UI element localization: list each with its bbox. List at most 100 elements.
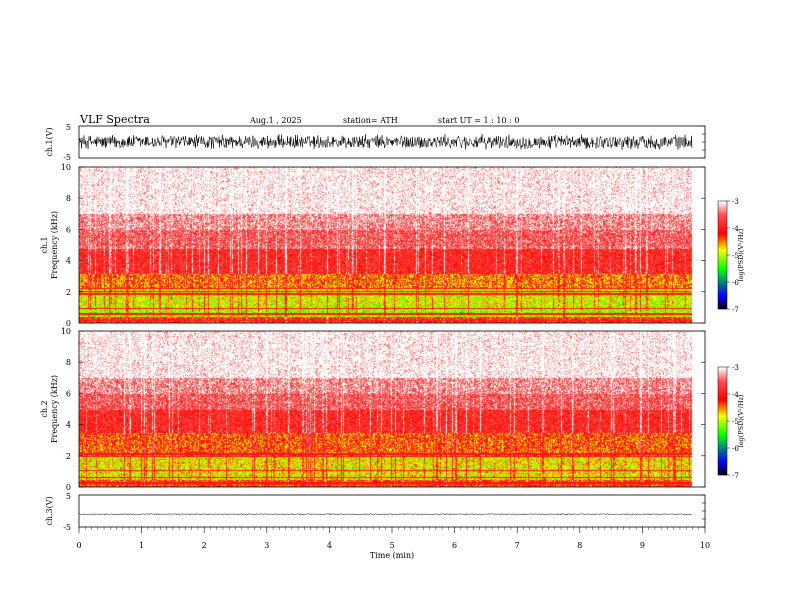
ch1-spectrogram-colorbar-cell: [718, 210, 727, 212]
ch1-spectrogram-colorbar-cell: [718, 288, 727, 290]
ch1-spectrogram-colorbar-cell: [718, 295, 727, 297]
ch1-spectrogram-colorbar-cell: [718, 250, 727, 252]
ch2-spectrogram-colorbar-cell: [718, 454, 727, 456]
ch1-spectrogram-colorbar-cell: [718, 209, 727, 211]
ch2-spectrogram-colorbar-tick-label: -6: [732, 445, 739, 453]
ch1-spectrogram-colorbar-cell: [718, 255, 727, 257]
ch2-spectrogram-colorbar-cell: [718, 428, 727, 430]
ch2-spectrogram-colorbar-cell: [718, 397, 727, 399]
ch2-spectrogram-colorbar-cell: [718, 447, 727, 449]
ch1-spectrogram-colorbar-cell: [718, 240, 727, 242]
ch1-spectrogram-colorbar-cell: [718, 257, 727, 259]
ch1-spectrogram-ytick-label: 4: [66, 257, 71, 266]
figure-title: VLF Spectra: [79, 113, 150, 126]
ch1-spectrogram-colorbar-cell: [718, 266, 727, 268]
ch2-spectrogram-colorbar-cell: [718, 391, 727, 393]
ch1-spectrogram-colorbar-cell: [718, 248, 727, 250]
time-axis-label: Time (min): [370, 551, 414, 560]
start-ut-label: start UT = 1 : 10 : 0: [438, 116, 519, 125]
ch2-spectrogram-colorbar-cell: [718, 468, 727, 470]
ch1-spectrogram-colorbar-cell: [718, 229, 727, 231]
ch1-spectrogram-colorbar-cell: [718, 264, 727, 266]
ch2-spectrogram-colorbar-cell: [718, 474, 727, 476]
ch1-spectrogram-colorbar-tick-label: -6: [732, 279, 739, 287]
ch2-spectrogram-colorbar-cell: [718, 390, 727, 392]
ch1-spectrogram-colorbar-cell: [718, 291, 727, 293]
time-axis-tick-label: 10: [700, 541, 710, 550]
ch1-spectrogram-colorbar-cell: [718, 219, 727, 221]
ch2-ylabel-frequency: Frequency (kHz): [50, 375, 59, 443]
ch1-spectrogram-colorbar-tick-label: -7: [732, 306, 739, 314]
ch2-spectrogram-colorbar-cell: [718, 427, 727, 429]
ch2-spectrogram-colorbar-cell: [718, 422, 727, 424]
ch1-spectrogram-colorbar-cell: [718, 252, 727, 254]
ch2-spectrogram-colorbar-cell: [718, 380, 727, 382]
ch1-spectrogram-colorbar-cell: [718, 212, 727, 214]
ch2-spectrogram-colorbar-cell: [718, 393, 727, 395]
ch1-spectrogram-colorbar-cell: [718, 275, 727, 277]
ch2-spectrogram-colorbar-cell: [718, 373, 727, 375]
ch2-spectrogram-colorbar-cell: [718, 425, 727, 427]
ch2-spectrogram-colorbar-cell: [718, 418, 727, 420]
ch2-spectrogram-colorbar-cell: [718, 419, 727, 421]
time-axis-tick-label: 4: [327, 541, 332, 550]
ch2-spectrogram-colorbar-cell: [718, 423, 727, 425]
ch2-spectrogram-colorbar-tick-label: -7: [732, 472, 739, 480]
ch2-spectrogram-colorbar-cell: [718, 388, 727, 390]
ch1-spectrogram-colorbar-cell: [718, 220, 727, 222]
ch2-spectrogram-ytick-label: 6: [66, 389, 71, 398]
ch2-spectrogram-colorbar-cell: [718, 448, 727, 450]
ch1-spectrogram-colorbar-cell: [718, 302, 727, 304]
ch2-spectrogram-colorbar-cell: [718, 387, 727, 389]
ch1-spectrogram-colorbar-cell: [718, 236, 727, 238]
ch1-spectrogram-colorbar-cell: [718, 300, 727, 302]
ch2-spectrogram-image: [79, 331, 693, 487]
ch1-spectrogram-colorbar-cell: [718, 286, 727, 288]
ch2-spectrogram-colorbar-cell: [718, 466, 727, 468]
ch1-spectrogram-colorbar-cell: [718, 233, 727, 235]
ch2-spectrogram-colorbar-cell: [718, 400, 727, 402]
ch2-spectrogram-colorbar-cell: [718, 409, 727, 411]
ch1-spectrogram-colorbar-cell: [718, 283, 727, 285]
ch1-spectrogram-ytick-label: 0: [66, 319, 71, 328]
ch2-spectrogram-colorbar-cell: [718, 385, 727, 387]
ch1-spectrogram-colorbar-cell: [718, 284, 727, 286]
ch2-spectrogram-ytick-label: 0: [66, 483, 71, 492]
ch1-spectrogram-colorbar-tick-label: -4: [732, 225, 739, 233]
ch1-spectrogram-colorbar-cell: [718, 287, 727, 289]
time-axis-tick-label: 6: [452, 541, 457, 550]
station-label: station= ATH: [343, 116, 398, 125]
ch2-spectrogram-colorbar-cell: [718, 382, 727, 384]
ch1-spectrogram-ytick-label: 2: [66, 288, 71, 297]
ch1-spectrogram-colorbar-cell: [718, 276, 727, 278]
ch2-spectrogram-ytick-label: 4: [66, 421, 71, 430]
ch1-spectrogram-colorbar-cell: [718, 256, 727, 258]
ch1-spectrogram-colorbar-cell: [718, 263, 727, 265]
ch1-spectrogram-colorbar-cell: [718, 262, 727, 264]
ch1-spectrogram-colorbar-cell: [718, 301, 727, 303]
ch1-spectrogram-colorbar-cell: [718, 243, 727, 245]
ch2-spectrogram-colorbar-cell: [718, 411, 727, 413]
ch2-spectrogram-colorbar-cell: [718, 405, 727, 407]
ch2-spectrogram-colorbar-cell: [718, 441, 727, 443]
ch1-spectrogram-panel: ch.1 Frequency (kHz) 0 2 4 6 8 10 -3 -4 -5 -6 -7 l…: [40, 163, 745, 328]
time-axis-tick-label: 3: [264, 541, 269, 550]
ch1-spectrogram-colorbar-cell: [718, 278, 727, 280]
ch1-spectrogram-colorbar-cell: [718, 303, 727, 305]
ch2-spectrogram-colorbar-cell: [718, 473, 727, 475]
ch2-spectrogram-colorbar-cell: [718, 451, 727, 453]
ch1-spectrogram-colorbar-cell: [718, 203, 727, 205]
ch1-waveform-trace: [78, 125, 705, 159]
ch3-ytick-bottom: -5: [63, 523, 71, 532]
ch1-ylabel-channel: ch.1: [40, 236, 49, 253]
ch2-spectrogram-colorbar-cell: [718, 455, 727, 457]
ch1-spectrogram-colorbar-cell: [718, 206, 727, 208]
ch1-spectrogram-colorbar-cell: [718, 241, 727, 243]
ch1-spectrogram-colorbar-cell: [718, 215, 727, 217]
ch1-spectrogram-colorbar-cell: [718, 307, 727, 309]
ch2-spectrogram-colorbar-cell: [718, 399, 727, 401]
ch2-spectrogram-colorbar-cell: [718, 432, 727, 434]
ch1-spectrogram-colorbar-cell: [718, 226, 727, 228]
ch1-spectrogram-colorbar-cell: [718, 305, 727, 307]
ch2-spectrogram-colorbar-cell: [718, 469, 727, 471]
